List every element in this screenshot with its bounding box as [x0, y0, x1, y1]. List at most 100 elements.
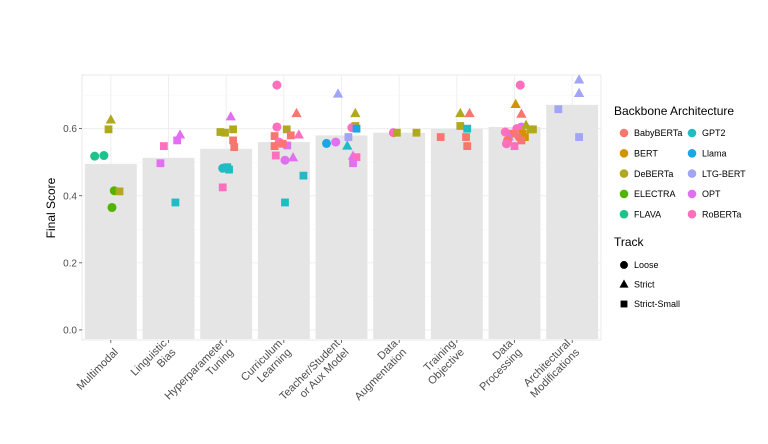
data-point: [352, 124, 361, 133]
legend-label: Loose: [634, 260, 659, 270]
x-axis: Multimodal LinguisticBiasHyperparameterTu…: [75, 337, 583, 403]
legend-label: Strict: [634, 280, 655, 290]
legend-label: DeBERTa: [634, 169, 673, 179]
data-point: [331, 137, 341, 147]
data-point: [412, 128, 421, 137]
data-point: [90, 151, 100, 161]
legend-track-title: Track: [614, 235, 645, 249]
y-axis-title: Final Score: [44, 177, 58, 238]
bar: [430, 128, 483, 339]
data-point: [299, 171, 308, 180]
bar: [546, 104, 599, 339]
legend-label: BabyBERTa: [634, 128, 682, 138]
data-point: [529, 125, 537, 134]
legend-swatch: [619, 149, 629, 158]
x-tick-label-line: Multimodal: [75, 346, 121, 392]
data-point: [501, 139, 511, 149]
y-tick-label: 0.0: [63, 325, 77, 336]
y-tick-label: 0.2: [63, 258, 77, 269]
data-point: [99, 150, 109, 161]
data-point: [229, 125, 237, 134]
data-point: [573, 74, 585, 84]
x-tick-label: Multimodal: [75, 346, 121, 392]
data-point: [230, 143, 239, 152]
legend-swatch: [687, 209, 697, 219]
legend-swatch: [687, 128, 697, 138]
legend-label: FLAVA: [634, 209, 661, 219]
bar: [488, 126, 541, 339]
data-point: [278, 139, 287, 148]
bar: [142, 157, 195, 339]
legend-label: LTG-BERT: [702, 169, 746, 179]
legend-swatch: [619, 189, 629, 199]
y-tick-label: 0.6: [63, 124, 77, 135]
data-point: [456, 122, 465, 130]
data-point: [455, 107, 466, 118]
points: [90, 74, 585, 213]
data-point: [554, 105, 563, 114]
data-point: [115, 187, 124, 196]
data-point: [332, 88, 344, 98]
data-point: [344, 133, 353, 141]
legend-swatch: [687, 149, 697, 158]
data-point: [293, 129, 304, 139]
legend-label: OPT: [702, 189, 721, 199]
data-point: [515, 80, 525, 90]
legend-label: Llama: [702, 149, 727, 159]
data-point: [104, 125, 113, 134]
legend-swatch: [619, 128, 629, 138]
bars: [84, 104, 599, 339]
legend-swatch: [619, 209, 629, 219]
bar: [200, 148, 253, 339]
data-point: [159, 142, 168, 151]
legend-shape-icon: [620, 300, 628, 308]
data-point: [321, 138, 332, 148]
legend-shape-icon: [620, 261, 628, 269]
bar: [257, 142, 310, 339]
bar: [373, 132, 426, 339]
data-point: [464, 107, 475, 118]
data-point: [156, 159, 165, 168]
data-point: [171, 198, 180, 207]
legend-label: RoBERTa: [702, 209, 741, 219]
data-point: [463, 124, 472, 133]
legend-label: GPT2: [702, 128, 726, 138]
data-point: [462, 133, 470, 141]
data-point: [216, 128, 225, 136]
data-point: [291, 107, 302, 118]
legend-backbone-title: Backbone Architecture: [614, 104, 734, 118]
data-point: [350, 107, 361, 118]
data-point: [352, 153, 361, 162]
data-point: [270, 142, 279, 151]
data-point: [463, 142, 472, 151]
data-point: [225, 165, 233, 174]
data-point: [174, 129, 186, 139]
legend-label: Strict-Small: [634, 299, 680, 309]
data-point: [105, 114, 116, 124]
legend-label: ELECTRA: [634, 189, 676, 199]
y-axis: 0.0 0.2 0.4 0.6: [63, 124, 82, 336]
data-point: [280, 155, 290, 165]
data-point: [107, 202, 117, 213]
data-point: [270, 132, 279, 140]
data-point: [392, 128, 401, 137]
bar: [315, 135, 368, 339]
data-point: [509, 129, 518, 138]
data-point: [510, 98, 521, 109]
data-point: [282, 125, 291, 134]
data-point: [271, 151, 280, 160]
data-point: [287, 152, 299, 162]
legend-shape-icon: [619, 279, 629, 288]
data-point: [173, 136, 182, 145]
data-point: [510, 142, 519, 151]
data-point: [349, 159, 357, 168]
data-point: [283, 141, 292, 150]
